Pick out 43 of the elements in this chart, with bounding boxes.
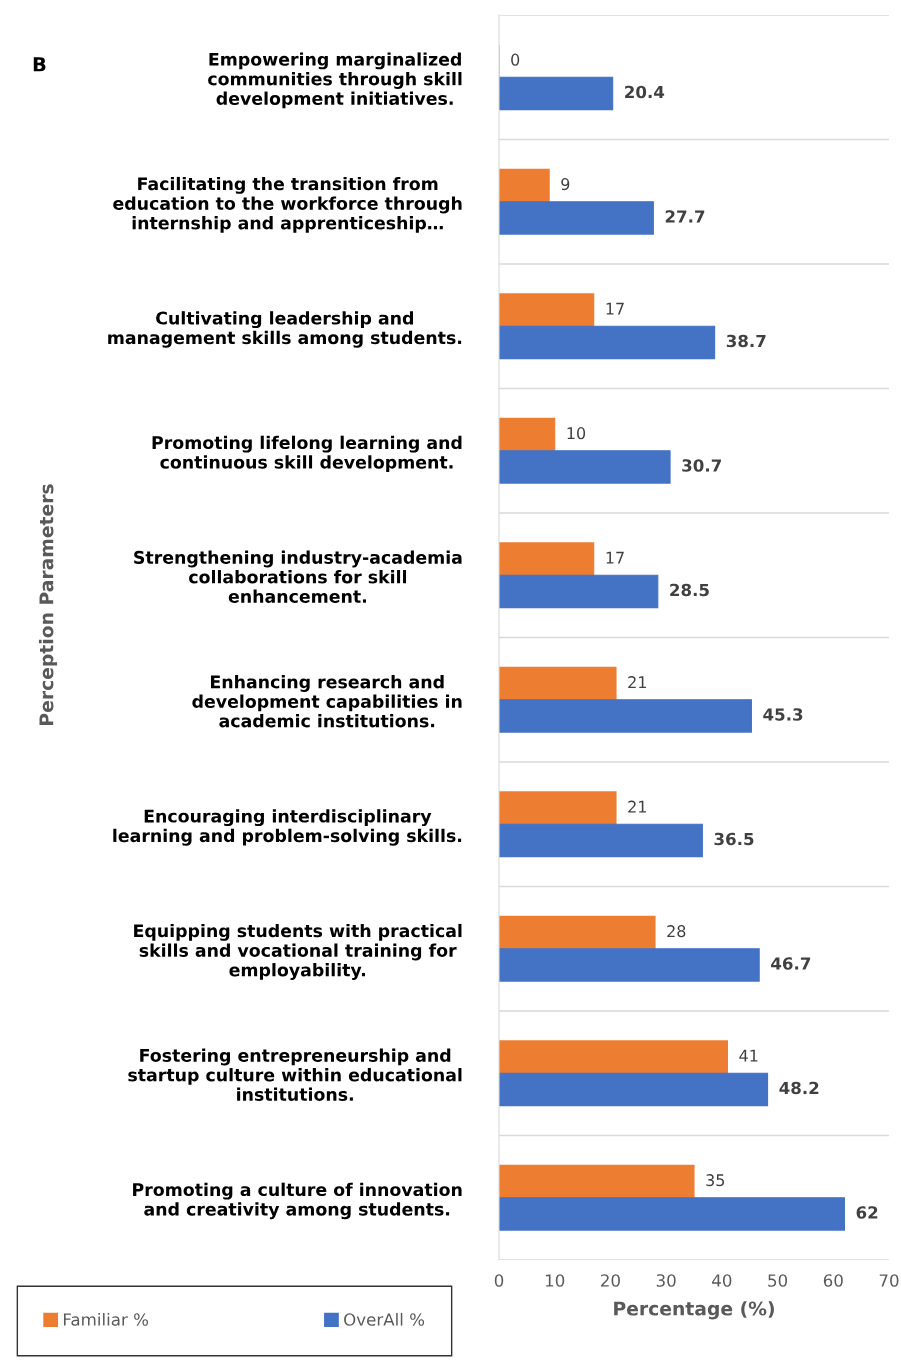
- legend-label: Familiar %: [63, 1312, 149, 1326]
- data-label: 0: [511, 53, 520, 66]
- legend-label: OverAll %: [344, 1312, 425, 1326]
- y-tick-label: Promoting lifelong learning and continuous skill development.: [152, 435, 462, 473]
- y-tick-label: Empowering marginalized communities through skill development initiatives.: [208, 52, 462, 109]
- data-label: 30.7: [682, 459, 721, 472]
- y-tick-label: Cultivating leadership and management skills among students.: [108, 311, 462, 348]
- y-tick-label: Promoting a culture of innovation and creativity among students.: [133, 1182, 462, 1220]
- data-label: 38.7: [726, 334, 766, 348]
- data-label: 10: [567, 427, 586, 440]
- data-label: 21: [628, 676, 646, 688]
- x-tick-label: 20: [601, 1274, 620, 1287]
- data-label: 9: [561, 178, 570, 191]
- data-label: 35: [706, 1174, 725, 1187]
- y-tick-label: Enhancing research and development capabilities in academic institutions.: [192, 674, 462, 728]
- y-axis-title: Perception Parameters: [38, 484, 58, 725]
- y-tick-label: Strengthening industry-academia collaborations for skill enhancement.: [134, 550, 462, 603]
- data-label: 46.7: [771, 957, 811, 970]
- data-label: 17: [606, 302, 624, 315]
- y-tick-label: Fostering entrepreneurship and startup culture within educational institutions.: [128, 1048, 462, 1101]
- y-tick-label: Encouraging interdisciplinary learning and problem-solving skills.: [113, 809, 462, 846]
- data-label: 28: [667, 925, 686, 938]
- data-label: 28.5: [670, 583, 709, 597]
- data-label: 41: [739, 1049, 758, 1062]
- x-tick-label: 40: [712, 1274, 732, 1287]
- x-tick-label: 70: [879, 1274, 899, 1287]
- x-tick-label: 0: [494, 1274, 504, 1287]
- data-label: 62: [856, 1206, 878, 1219]
- data-label: 36.5: [714, 832, 754, 846]
- x-tick-label: 30: [656, 1274, 676, 1287]
- data-label: 21: [628, 800, 646, 813]
- x-tick-label: 60: [823, 1274, 843, 1287]
- data-label: 27.7: [665, 210, 705, 223]
- x-tick-label: 10: [545, 1274, 565, 1287]
- x-axis-title: Percentage (%): [614, 1301, 774, 1320]
- data-label: 48.2: [779, 1081, 819, 1095]
- data-label: 45.3: [763, 708, 803, 721]
- text: B: [33, 57, 46, 72]
- y-tick-label: Equipping students with practical skills and vocational training for employability.: [134, 923, 462, 980]
- y-tick-label: Facilitating the transition from education to the workforce through internship and apprenticeship…: [113, 176, 462, 233]
- data-label: 17: [606, 551, 624, 564]
- x-tick-label: 50: [768, 1274, 788, 1287]
- data-label: 20.4: [625, 85, 665, 99]
